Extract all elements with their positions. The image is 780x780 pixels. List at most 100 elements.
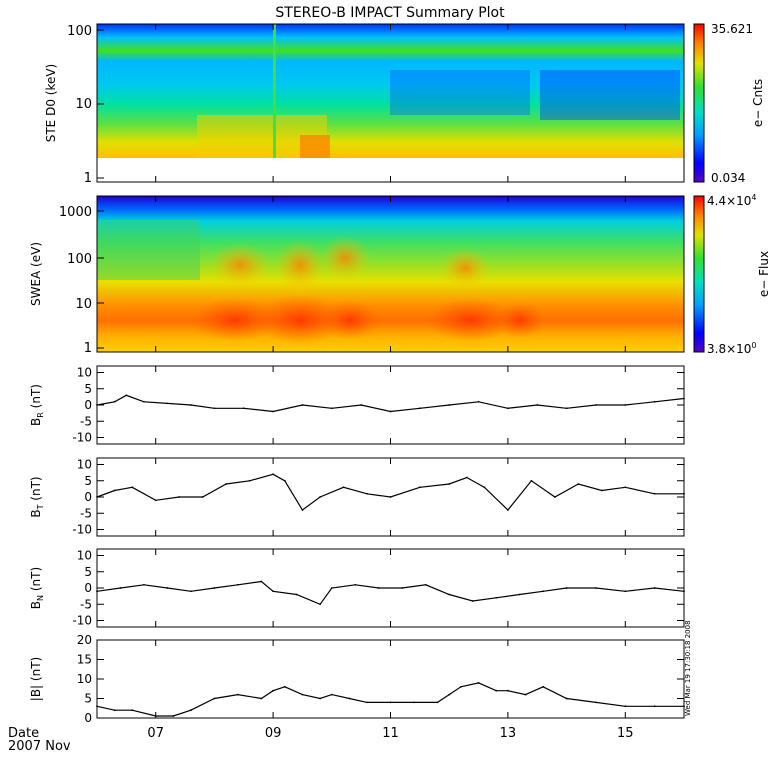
bn-point [595, 587, 597, 589]
ste-quiet-region [390, 70, 530, 115]
bn-point [471, 600, 474, 602]
x-tick-label: 07 [147, 726, 164, 741]
bmag-point [236, 693, 239, 696]
swea-y-axis: 1000 100 10 1 [59, 205, 104, 356]
bmag-point [213, 697, 216, 700]
bn-y-tick: -5 [80, 597, 92, 611]
bmag-point [272, 689, 274, 692]
line-series-layer: 10 5 0 -5 -10 10 5 0 -5 -10 10 5 0 -5 -10 20 15 10 5 0 [72, 366, 685, 725]
year-month-label: 2007 Nov [8, 739, 71, 754]
bmag-point [96, 705, 98, 708]
x-tick-label: 15 [617, 726, 634, 741]
br-point [213, 407, 216, 410]
swea-colorbar-min: 3.8×100 [707, 341, 757, 356]
bn-y-tick: 5 [84, 565, 92, 579]
bmag-point [190, 709, 192, 712]
bt-point [507, 509, 509, 511]
bn-point [166, 587, 169, 589]
ste-y-label: STE D0 (keV) [44, 64, 58, 143]
bmag-point [477, 682, 480, 684]
bmag-point [653, 705, 656, 708]
br-y-label: BR (nT) [29, 384, 45, 426]
bn-point [272, 590, 274, 593]
br-point [272, 410, 274, 413]
bn-point [624, 590, 627, 593]
bt-point [418, 486, 421, 489]
bmag-point [283, 685, 286, 688]
bmag-y-tick: 5 [84, 692, 92, 706]
bt-point [653, 492, 656, 495]
x-axis: 07 09 11 13 15 [147, 24, 634, 741]
br-point [125, 394, 128, 397]
swea-core [255, 295, 345, 345]
br-point [113, 400, 116, 403]
bn-series-line [96, 580, 685, 606]
bmag-point [301, 693, 304, 696]
bn-point [96, 590, 98, 593]
bt-point [483, 486, 486, 489]
bn-point [683, 590, 685, 593]
bmag-point [460, 685, 462, 688]
bn-point [190, 590, 192, 593]
ste-y-axis: 100 10 1 [67, 24, 104, 186]
swea-y-tick: 1 [84, 341, 92, 356]
generation-stamp: Wed Mar 19 17:30:18 2008 [684, 620, 692, 716]
bn-point [653, 587, 656, 589]
bt-point [683, 492, 685, 495]
bt-point [113, 489, 116, 492]
ste-panel: 100 10 1 STE D0 (keV) 35.621 0.034 e− Cn… [44, 22, 765, 186]
br-point [448, 404, 451, 406]
bn-point [565, 587, 568, 589]
ste-enhancement [300, 135, 330, 158]
ste-spike [273, 24, 276, 158]
bn-point [236, 583, 239, 586]
bn-y-label: BN (nT) [29, 567, 45, 609]
bn-point [495, 596, 498, 599]
x-tick-label: 13 [500, 726, 517, 741]
br-y-tick: -5 [80, 414, 92, 428]
bn-point [260, 580, 263, 583]
br-point [507, 407, 509, 410]
br-point [565, 407, 568, 410]
bn-point [424, 583, 427, 586]
bt-y-tick: 5 [84, 474, 92, 488]
bmag-point [524, 693, 527, 696]
bt-y-tick: 10 [77, 458, 92, 472]
bt-point [225, 483, 228, 485]
swea-core [495, 302, 545, 338]
bt-point [319, 496, 321, 498]
bmag-point [348, 697, 351, 700]
ste-colorbar-max: 35.621 [711, 22, 753, 36]
bt-point [624, 486, 627, 489]
bt-point [600, 489, 603, 492]
bmag-point [448, 693, 451, 696]
bmag-point [319, 697, 321, 700]
bmag-y-tick: 15 [77, 653, 92, 667]
bmag-point [389, 701, 392, 704]
bt-point [448, 483, 451, 485]
bn-point [330, 587, 333, 589]
swea-core [425, 298, 515, 342]
bmag-point [436, 701, 439, 704]
bt-y-label: BT (nT) [29, 476, 45, 517]
swea-y-label: SWEA (eV) [29, 242, 43, 306]
br-point [96, 404, 98, 406]
bt-point [248, 479, 251, 482]
bn-point [119, 587, 122, 589]
br-point [301, 404, 304, 406]
bn-point [354, 583, 357, 586]
bn-point [319, 603, 321, 606]
br-point [360, 404, 363, 406]
bt-point [530, 479, 533, 482]
bmag-y-tick: 20 [77, 633, 92, 647]
swea-enhancement [320, 236, 370, 280]
br-point [190, 404, 192, 406]
bmag-point [565, 697, 568, 700]
br-point [418, 407, 421, 410]
ste-quiet-region-late [540, 70, 680, 120]
bn-point [518, 593, 521, 596]
bmag-point [595, 701, 597, 704]
bt-series-line [96, 473, 684, 511]
swea-colorbar [693, 195, 705, 353]
